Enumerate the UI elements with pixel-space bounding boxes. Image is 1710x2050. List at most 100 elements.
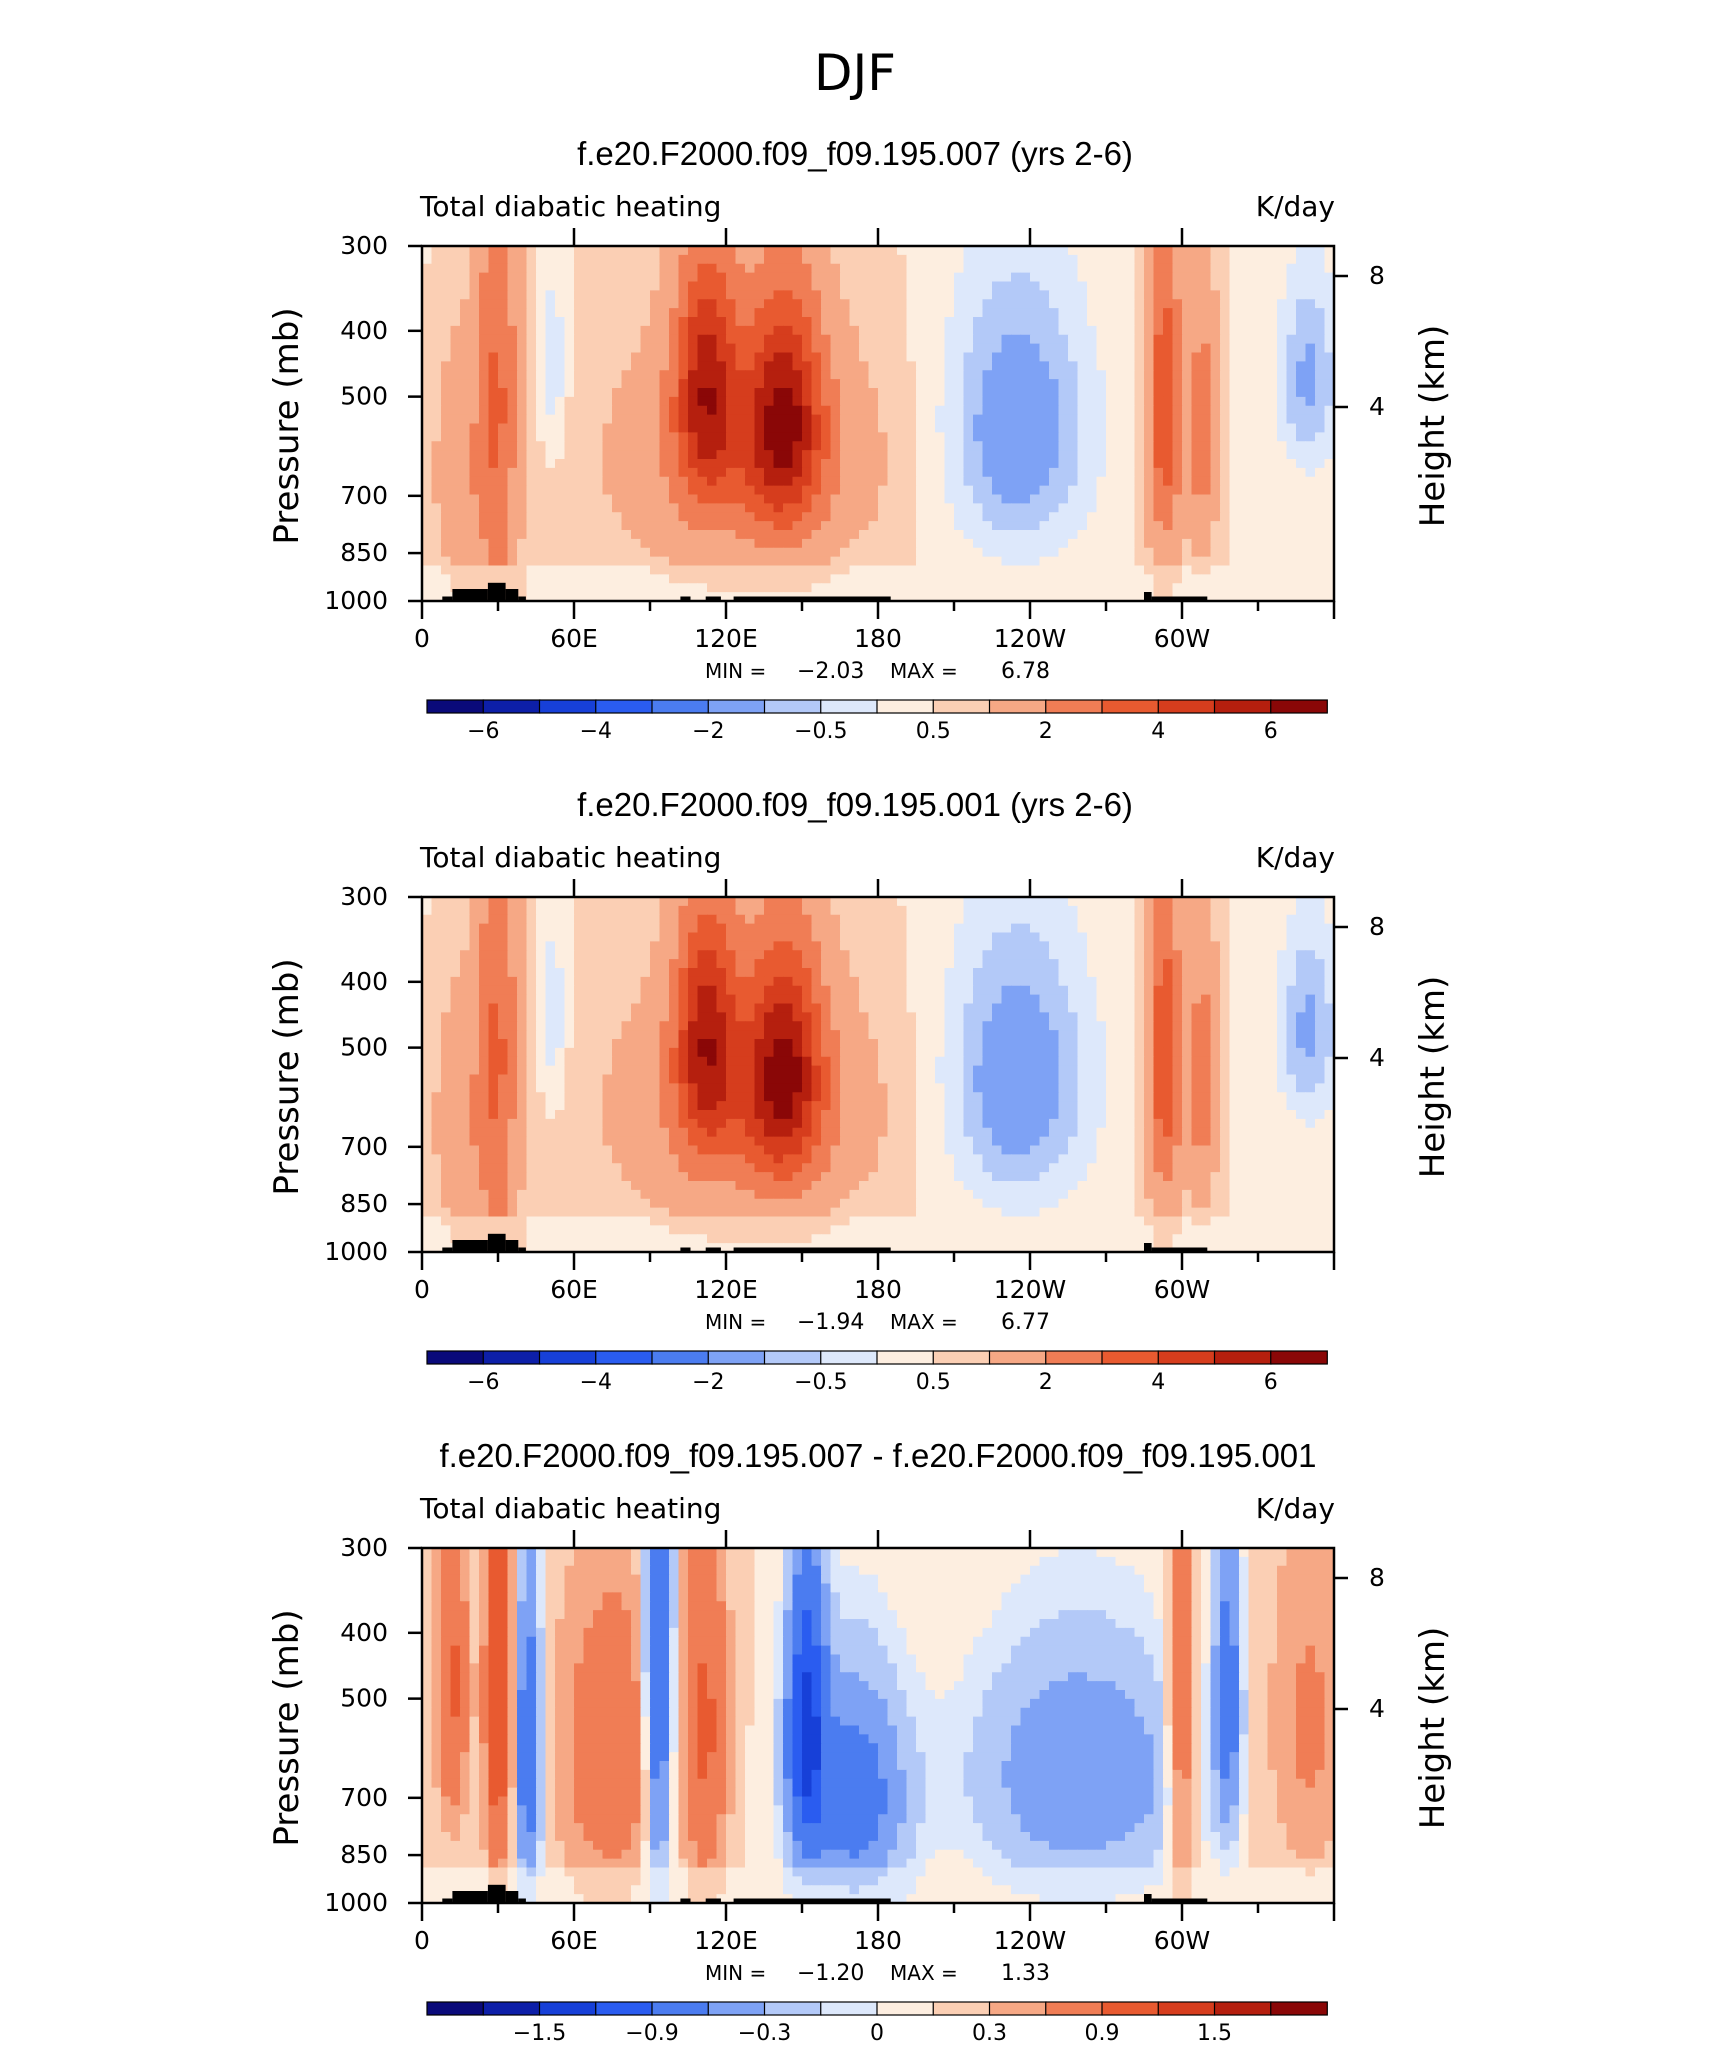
field-cell	[1078, 915, 1088, 924]
field-cell	[574, 941, 584, 950]
field-cell	[1315, 353, 1325, 362]
field-cell	[1021, 530, 1031, 539]
field-cell	[1030, 495, 1040, 504]
field-cell	[859, 897, 869, 906]
field-cell	[1135, 397, 1145, 406]
field-cell	[755, 557, 765, 566]
field-cell	[622, 557, 632, 566]
field-cell	[432, 415, 442, 424]
field-cell	[1230, 432, 1240, 441]
field-cell	[1220, 897, 1230, 906]
field-cell	[1315, 906, 1325, 915]
field-cell	[536, 379, 546, 388]
field-cell	[669, 264, 679, 273]
field-cell	[1021, 566, 1031, 575]
field-cell	[1078, 459, 1088, 468]
field-cell	[973, 986, 983, 995]
field-cell	[1059, 906, 1069, 915]
field-cell	[498, 459, 508, 468]
field-cell	[555, 450, 565, 459]
field-cell	[1078, 977, 1088, 986]
field-cell	[593, 255, 603, 264]
field-cell	[441, 503, 451, 512]
field-cell	[574, 361, 584, 370]
field-cell	[479, 246, 489, 255]
field-cell	[536, 264, 546, 273]
field-cell	[698, 415, 708, 424]
field-cell	[783, 370, 793, 379]
field-cell	[983, 495, 993, 504]
field-cell	[498, 290, 508, 299]
field-cell	[1315, 308, 1325, 317]
field-cell	[669, 353, 679, 362]
field-cell	[669, 308, 679, 317]
field-cell	[517, 512, 527, 521]
field-cell	[1078, 924, 1088, 933]
field-cell	[745, 548, 755, 557]
field-cell	[460, 539, 470, 548]
field-cell	[546, 361, 556, 370]
field-cell	[536, 255, 546, 264]
field-cell	[717, 450, 727, 459]
field-cell	[1211, 397, 1221, 406]
field-cell	[1163, 512, 1173, 521]
field-cell	[812, 897, 822, 906]
field-cell	[669, 574, 679, 583]
field-cell	[726, 246, 736, 255]
field-cell	[422, 255, 432, 264]
field-cell	[422, 335, 432, 344]
field-cell	[1306, 246, 1316, 255]
field-cell	[1106, 557, 1116, 566]
field-cell	[1040, 566, 1050, 575]
field-cell	[460, 959, 470, 968]
field-cell	[679, 566, 689, 575]
field-cell	[441, 326, 451, 335]
field-cell	[1097, 299, 1107, 308]
field-cell	[954, 495, 964, 504]
field-cell	[831, 441, 841, 450]
field-cell	[802, 335, 812, 344]
field-cell	[669, 924, 679, 933]
field-cell	[1211, 915, 1221, 924]
field-cell	[565, 450, 575, 459]
field-cell	[1106, 574, 1116, 583]
field-cell	[1021, 459, 1031, 468]
field-cell	[422, 924, 432, 933]
field-cell	[726, 933, 736, 942]
field-cell	[783, 897, 793, 906]
field-cell	[584, 344, 594, 353]
field-cell	[1059, 977, 1069, 986]
field-cell	[717, 503, 727, 512]
field-cell	[1163, 432, 1173, 441]
colorbar-swatch	[765, 700, 822, 713]
field-cell	[736, 477, 746, 486]
field-cell	[916, 406, 926, 415]
field-cell	[565, 495, 575, 504]
field-cell	[1049, 574, 1059, 583]
field-cell	[707, 915, 717, 924]
field-cell	[669, 388, 679, 397]
field-cell	[907, 924, 917, 933]
field-cell	[774, 539, 784, 548]
field-cell	[1201, 397, 1211, 406]
field-cell	[774, 468, 784, 477]
field-cell	[536, 968, 546, 977]
field-cell	[1211, 468, 1221, 477]
field-cell	[1116, 397, 1126, 406]
field-cell	[1249, 583, 1259, 592]
field-cell	[945, 308, 955, 317]
field-cell	[1163, 406, 1173, 415]
field-cell	[422, 282, 432, 291]
field-cell	[1154, 495, 1164, 504]
field-cell	[793, 557, 803, 566]
field-cell	[1182, 968, 1192, 977]
field-cell	[1182, 530, 1192, 539]
field-cell	[1049, 246, 1059, 255]
field-cell	[432, 326, 442, 335]
field-cell	[812, 299, 822, 308]
field-cell	[1192, 370, 1202, 379]
field-cell	[821, 574, 831, 583]
field-cell	[422, 950, 432, 959]
field-cell	[565, 924, 575, 933]
field-cell	[1116, 468, 1126, 477]
